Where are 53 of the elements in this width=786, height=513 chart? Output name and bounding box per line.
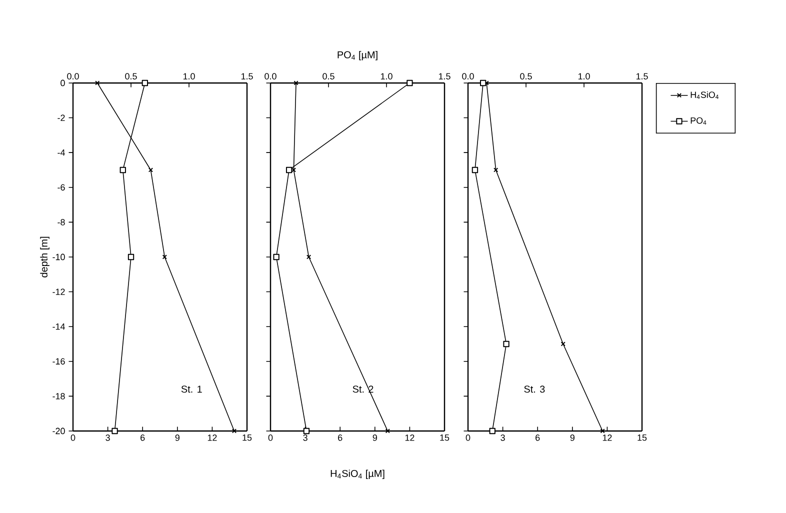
x2-tick-label: 0.0 [67, 73, 79, 80]
x-tick-label: 6 [536, 434, 540, 441]
y-axis-title: depth [m] [40, 236, 50, 278]
legend-label: PO$_{4}$ [690, 117, 706, 125]
y-tick-label: -10 [52, 254, 65, 260]
x2-tick-label: 0.0 [264, 73, 276, 80]
x-tick-label: 9 [372, 434, 377, 441]
x-tick-label: 15 [638, 434, 647, 441]
x2-tick-label: 0.5 [322, 73, 334, 80]
x-tick-label: 0 [466, 434, 470, 441]
y-tick-label: -16 [52, 358, 65, 365]
x2-tick-label: 0.5 [520, 73, 532, 80]
x-tick-label: 15 [440, 434, 450, 441]
annotation: St. 3 [524, 386, 545, 393]
x-tick-label: 15 [242, 434, 252, 441]
point [148, 168, 154, 172]
x2-axis-title: PO$_{4}$ [µM] [338, 50, 378, 60]
x-tick-label: 9 [175, 434, 180, 441]
x2-tick-label: 1.5 [438, 73, 450, 80]
x-tick-label: 0 [70, 434, 76, 441]
x2-tick-label: 1.0 [578, 73, 590, 80]
x-tick-label: 6 [338, 434, 342, 441]
y-tick-label: -12 [52, 288, 65, 295]
x-tick-label: 3 [500, 434, 505, 441]
y-tick-label: -20 [52, 428, 65, 434]
x2-tick-label: 1.0 [183, 73, 195, 80]
legend-label: H$_{4}$SiO$_{4}$ [690, 91, 719, 99]
point [560, 342, 566, 346]
x-tick-label: 3 [303, 434, 308, 441]
x2-tick-label: 0.0 [462, 73, 474, 80]
x-tick-label: 0 [268, 434, 273, 441]
annotation: St. 1 [181, 386, 202, 393]
y-tick-label: -14 [52, 324, 65, 330]
x2-tick-label: 1.5 [636, 73, 648, 80]
x-tick-label: 6 [140, 434, 145, 441]
point [306, 254, 312, 260]
point [494, 168, 498, 172]
y-tick-label: 0 [60, 80, 65, 86]
y-tick-label: -8 [58, 219, 65, 226]
y-tick-label: -4 [58, 149, 65, 156]
x2-tick-label: 1.5 [241, 73, 253, 80]
x2-tick-label: 0.5 [125, 73, 137, 80]
x-tick-label: 12 [208, 434, 217, 441]
x-tick-label: 9 [570, 434, 574, 441]
y-tick-label: -6 [58, 184, 65, 191]
x-tick-label: 12 [602, 434, 612, 441]
x-tick-label: 3 [106, 434, 110, 441]
y-tick-label: -2 [58, 114, 65, 121]
x-axis-title: H$_{4}$SiO$_{4}$ [µM] [330, 470, 384, 479]
x-tick-label: 12 [405, 434, 414, 441]
point [162, 254, 167, 260]
y-tick-label: -18 [52, 393, 65, 400]
x2-tick-label: 1.0 [380, 73, 392, 80]
